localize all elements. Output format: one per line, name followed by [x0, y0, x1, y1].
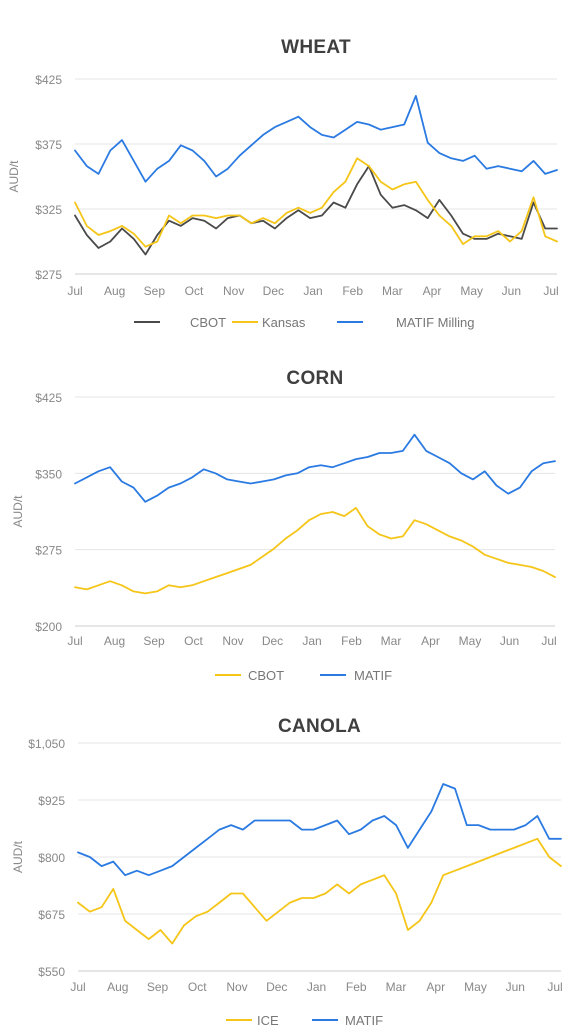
x-tick-label: May: [459, 634, 482, 648]
legend-label: CBOT: [248, 668, 284, 683]
x-tick-label: Jul: [70, 980, 85, 994]
x-tick-label: Nov: [223, 284, 244, 298]
y-axis-label: AUD/t: [11, 495, 25, 528]
y-tick-label: $275: [35, 268, 62, 282]
x-tick-label: Nov: [226, 980, 247, 994]
x-tick-label: Feb: [341, 634, 362, 648]
y-axis-label: AUD/t: [11, 840, 25, 873]
legend-label: CBOT: [190, 315, 226, 330]
x-tick-label: Apr: [421, 634, 440, 648]
x-tick-label: Oct: [188, 980, 207, 994]
x-tick-label: Feb: [342, 284, 363, 298]
y-tick-label: $425: [35, 73, 62, 87]
x-tick-label: Aug: [104, 634, 125, 648]
x-tick-label: Jun: [506, 980, 525, 994]
x-tick-label: May: [460, 284, 483, 298]
y-axis-label: AUD/t: [7, 160, 21, 193]
x-tick-label: Apr: [423, 284, 442, 298]
x-tick-label: Oct: [185, 284, 204, 298]
x-tick-label: Jun: [502, 284, 521, 298]
legend-label: MATIF: [354, 668, 392, 683]
y-tick-label: $1,050: [28, 737, 65, 751]
x-tick-label: Dec: [266, 980, 287, 994]
series-line-ice: [77, 837, 562, 945]
x-tick-label: Nov: [222, 634, 243, 648]
y-tick-label: $675: [38, 908, 65, 922]
x-tick-label: Sep: [144, 284, 166, 298]
x-tick-label: Jul: [67, 634, 82, 648]
x-tick-label: May: [464, 980, 487, 994]
x-tick-label: Dec: [263, 284, 284, 298]
series-line-matif-milling: [74, 95, 558, 183]
legend-label: MATIF Milling: [396, 315, 474, 330]
y-tick-label: $325: [35, 203, 62, 217]
x-tick-label: Dec: [262, 634, 283, 648]
x-tick-label: Jul: [547, 980, 562, 994]
canola-chart: CANOLA $550 $675 $800 $925 $1,050 AUD/t Jul Aug S…: [11, 716, 563, 1028]
series-line-kansas: [74, 157, 558, 248]
x-tick-label: Feb: [346, 980, 367, 994]
x-tick-label: Jul: [67, 284, 82, 298]
x-tick-label: Sep: [143, 634, 165, 648]
y-tick-label: $275: [35, 544, 62, 558]
chart-title: CANOLA: [278, 716, 361, 737]
y-tick-label: $200: [35, 620, 62, 634]
x-tick-label: Jan: [302, 634, 321, 648]
legend-label: ICE: [257, 1013, 279, 1028]
series-line-matif: [74, 433, 556, 503]
x-tick-label: Sep: [147, 980, 169, 994]
x-tick-label: Aug: [104, 284, 125, 298]
wheat-chart: WHEAT $275 $325 $375 $425 AUD/t Jul Aug Sep Oct No…: [7, 37, 559, 330]
chart-title: WHEAT: [281, 37, 351, 58]
x-tick-label: Mar: [386, 980, 407, 994]
y-tick-label: $550: [38, 965, 65, 979]
series-line-matif: [77, 783, 562, 877]
series-line-cbot: [74, 506, 556, 595]
legend-label: Kansas: [262, 315, 306, 330]
legend-label: MATIF: [345, 1013, 383, 1028]
x-tick-label: Mar: [382, 284, 403, 298]
y-tick-label: $350: [35, 467, 62, 481]
y-tick-label: $375: [35, 138, 62, 152]
x-tick-label: Jan: [307, 980, 326, 994]
x-tick-label: Apr: [426, 980, 445, 994]
chart-title: CORN: [286, 368, 343, 389]
x-tick-label: Mar: [381, 634, 402, 648]
corn-chart: CORN $200 $275 $350 $425 AUD/t Jul Aug Sep Oct Nov…: [11, 368, 557, 683]
x-tick-label: Jan: [303, 284, 322, 298]
x-tick-label: Jul: [543, 284, 558, 298]
series-line-cbot: [74, 165, 558, 256]
x-tick-label: Jul: [541, 634, 556, 648]
y-tick-label: $925: [38, 794, 65, 808]
x-tick-label: Aug: [107, 980, 128, 994]
y-tick-label: $800: [38, 851, 65, 865]
x-tick-label: Oct: [184, 634, 203, 648]
y-tick-label: $425: [35, 391, 62, 405]
x-tick-label: Jun: [500, 634, 519, 648]
